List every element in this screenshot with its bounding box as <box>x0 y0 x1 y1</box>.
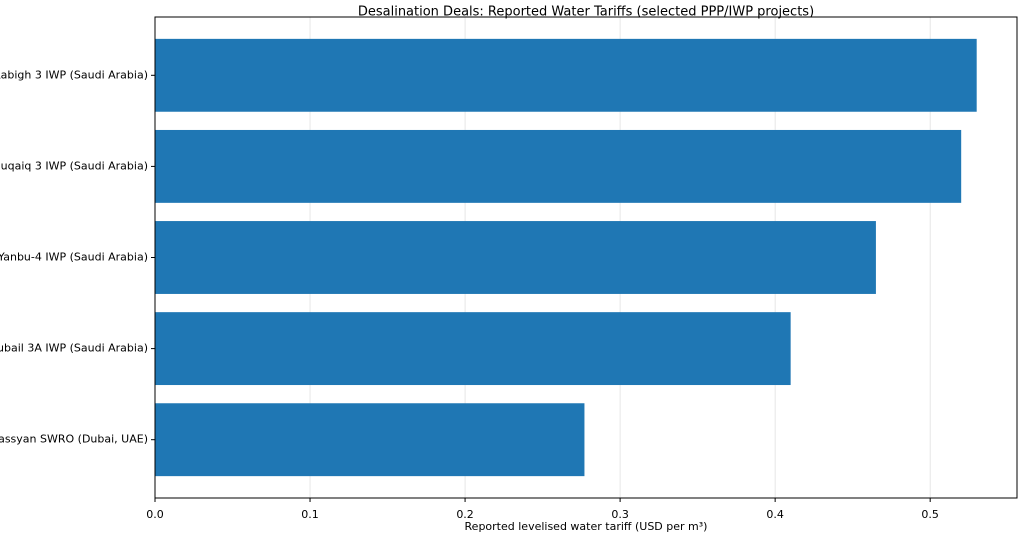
y-tick-label: Rabigh 3 IWP (Saudi Arabia) <box>0 68 148 81</box>
x-tick-label: 0.0 <box>146 508 164 521</box>
bar <box>155 403 585 477</box>
y-tick-label: Yanbu-4 IWP (Saudi Arabia) <box>0 251 148 264</box>
y-tick-label: Jubail 3A IWP (Saudi Arabia) <box>0 342 148 355</box>
x-tick-label: 0.4 <box>766 508 784 521</box>
bar <box>155 129 962 203</box>
x-tick-label: 0.1 <box>301 508 319 521</box>
y-tick-label: Shuqaiq 3 IWP (Saudi Arabia) <box>0 159 148 172</box>
x-axis-label: Reported levelised water tariff (USD per… <box>465 520 708 533</box>
chart-title: Desalination Deals: Reported Water Tarif… <box>358 5 814 20</box>
bar <box>155 38 977 112</box>
bar <box>155 312 791 386</box>
bar <box>155 221 876 294</box>
x-tick-label: 0.2 <box>456 508 474 521</box>
x-tick-label: 0.3 <box>611 508 629 521</box>
plot-frame <box>154 16 1018 499</box>
x-tick-label: 0.5 <box>921 508 939 521</box>
y-tick-label: Hassyan SWRO (Dubai, UAE) <box>0 433 148 446</box>
